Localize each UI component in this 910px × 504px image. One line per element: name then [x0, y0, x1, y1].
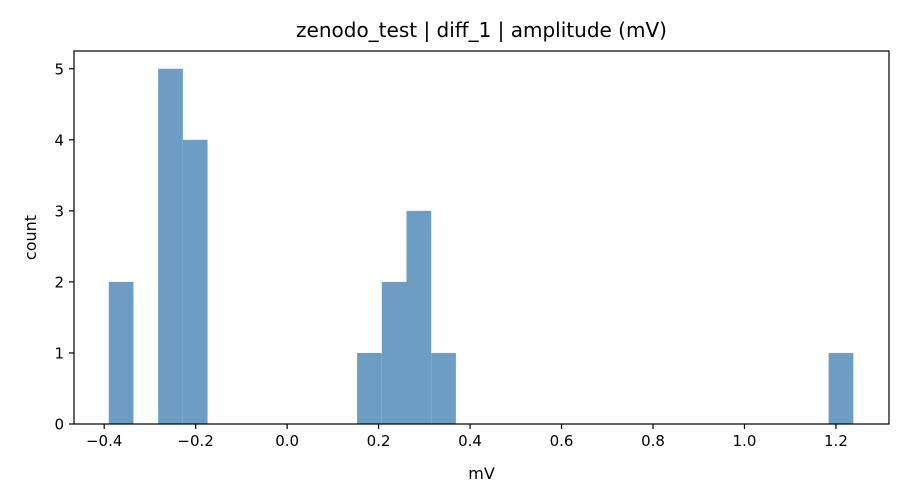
y-axis-label: count	[21, 215, 40, 260]
x-tick-label-4: 0.4	[458, 432, 482, 450]
histogram-bar-3	[357, 352, 382, 424]
x-tick-label-2: 0.0	[275, 432, 299, 450]
x-tick-label-3: 0.2	[367, 432, 391, 450]
histogram-bar-1	[158, 68, 183, 424]
x-tick-label-8: 1.2	[824, 432, 848, 450]
histogram-bar-4	[381, 281, 407, 424]
y-tick-label-1: 1	[54, 344, 64, 362]
histogram-bar-0	[108, 281, 134, 424]
plot-area-frame	[73, 50, 890, 425]
histogram-bar-5	[406, 210, 432, 424]
x-axis-ticks: −0.4 −0.2 0.0 0.2 0.4 0.6 0.8 1.0 1.2	[86, 424, 848, 450]
x-tick-label-5: 0.6	[550, 432, 574, 450]
histogram-bar-2	[182, 139, 208, 425]
x-tick-label-0: −0.4	[86, 432, 122, 450]
y-tick-label-5: 5	[54, 60, 64, 78]
y-tick-label-0: 0	[54, 416, 64, 434]
y-tick-label-2: 2	[54, 273, 64, 291]
histogram-bar-6	[431, 352, 456, 424]
y-tick-label-4: 4	[54, 131, 64, 149]
x-tick-label-7: 1.0	[733, 432, 757, 450]
x-tick-label-6: 0.8	[641, 432, 665, 450]
bars-layer	[108, 68, 854, 425]
y-axis-ticks: 0 1 2 3 4 5	[54, 60, 74, 434]
chart-title: zenodo_test | diff_1 | amplitude (mV)	[296, 18, 667, 42]
histogram-bar-7	[828, 352, 854, 424]
x-tick-label-1: −0.2	[177, 432, 213, 450]
x-axis-label: mV	[468, 464, 495, 483]
y-tick-label-3: 3	[54, 202, 64, 220]
